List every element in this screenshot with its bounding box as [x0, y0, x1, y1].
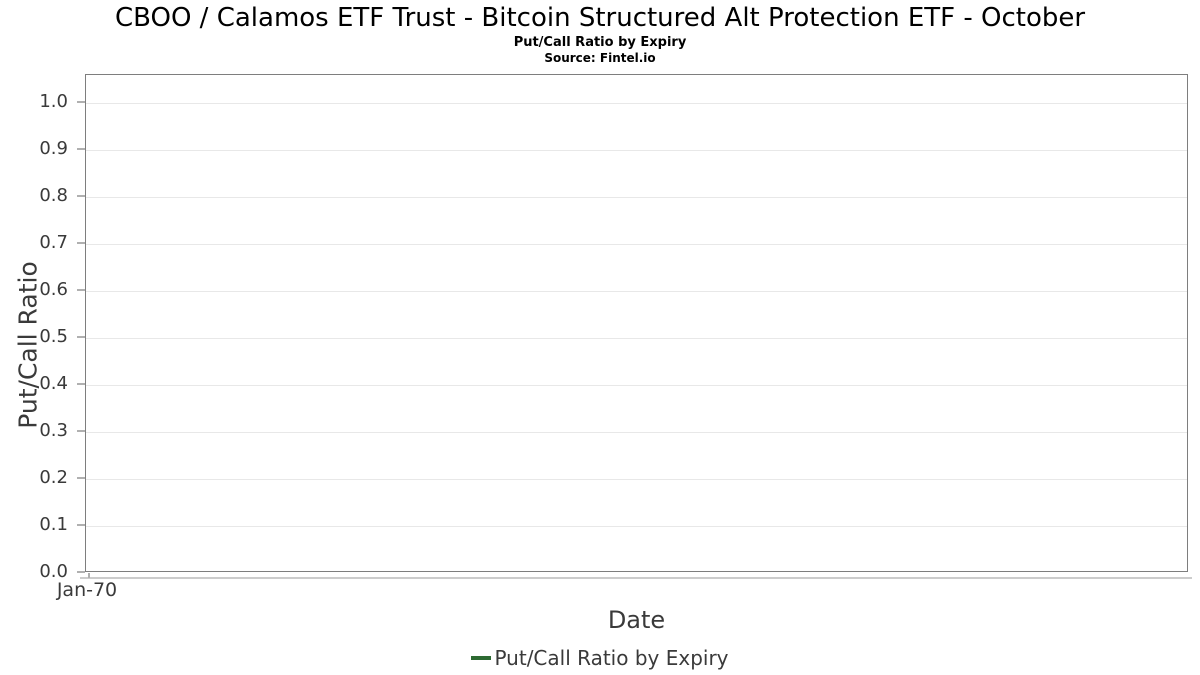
y-tick-mark: [77, 242, 85, 244]
plot-area: [85, 74, 1188, 572]
y-tick-label: 0.3: [39, 420, 68, 441]
y-tick-mark: [77, 383, 85, 385]
y-tick-label: 0.2: [39, 467, 68, 488]
legend-label: Put/Call Ratio by Expiry: [494, 646, 729, 670]
chart-title: CBOO / Calamos ETF Trust - Bitcoin Struc…: [114, 3, 1086, 33]
y-tick-mark: [77, 148, 85, 150]
y-tick-mark: [77, 430, 85, 432]
y-tick-mark: [77, 571, 85, 573]
h-gridline: [86, 103, 1187, 104]
y-tick-label: 0.8: [39, 185, 68, 206]
y-tick-label: 0.1: [39, 514, 68, 535]
y-tick-label: 0.4: [39, 373, 68, 394]
y-tick-mark: [77, 289, 85, 291]
x-axis-line: [80, 577, 1192, 579]
h-gridline: [86, 432, 1187, 433]
y-tick-mark: [77, 477, 85, 479]
x-tick-label: Jan-70: [56, 579, 118, 601]
y-tick-label: 0.9: [39, 138, 68, 159]
h-gridline: [86, 479, 1187, 480]
y-tick-label: 0.7: [39, 232, 68, 253]
legend-line-marker: [471, 656, 492, 660]
y-tick-mark: [77, 101, 85, 103]
h-gridline: [86, 385, 1187, 386]
y-tick-mark: [77, 336, 85, 338]
h-gridline: [86, 150, 1187, 151]
h-gridline: [86, 197, 1187, 198]
y-tick-mark: [77, 195, 85, 197]
y-tick-label: 0.0: [39, 561, 68, 582]
chart-source: Source: Fintel.io: [544, 51, 656, 65]
legend: Put/Call Ratio by Expiry: [0, 645, 1200, 671]
y-tick-label: 1.0: [39, 91, 68, 112]
y-tick-label: 0.5: [39, 326, 68, 347]
h-gridline: [86, 244, 1187, 245]
chart-subtitle: Put/Call Ratio by Expiry: [513, 35, 687, 50]
h-gridline: [86, 338, 1187, 339]
x-axis-title: Date: [607, 606, 666, 634]
h-gridline: [86, 291, 1187, 292]
h-gridline: [86, 526, 1187, 527]
x-tick-mark: [88, 573, 90, 578]
y-tick-label: 0.6: [39, 279, 68, 300]
y-tick-mark: [77, 524, 85, 526]
